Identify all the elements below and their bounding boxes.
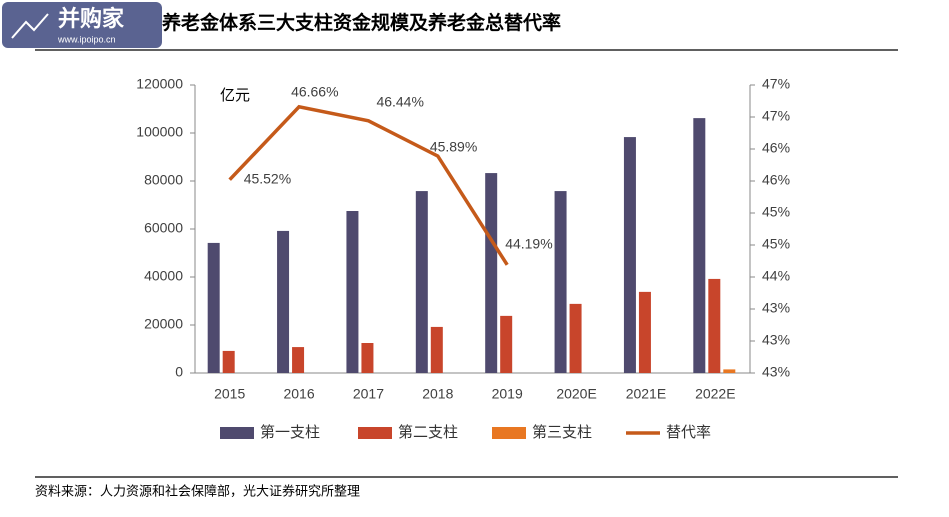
- data-label: 45.89%: [430, 139, 477, 155]
- legend-label: 第三支柱: [532, 423, 592, 441]
- y2-tick-label: 43%: [762, 332, 790, 348]
- bar: [485, 173, 498, 373]
- y-tick-label: 100000: [136, 124, 183, 140]
- x-tick-label: 2016: [283, 386, 314, 402]
- y-tick-label: 0: [175, 364, 183, 380]
- bar: [693, 118, 706, 374]
- data-label: 44.19%: [505, 236, 552, 252]
- legend-label: 替代率: [666, 424, 711, 441]
- x-tick-label: 2015: [214, 386, 245, 402]
- y2-tick-label: 47%: [762, 76, 790, 92]
- x-tick-label: 2020E: [556, 386, 596, 402]
- bar: [207, 242, 220, 373]
- data-label: 46.44%: [376, 94, 423, 110]
- line: [228, 104, 509, 266]
- legend-swatch: [220, 427, 254, 439]
- y2-tick-label: 45%: [762, 236, 790, 252]
- y-tick-label: 60000: [144, 220, 183, 236]
- y2-tick-label: 43%: [762, 364, 790, 380]
- x-tick-label: 2019: [492, 386, 523, 402]
- legend-swatch: [492, 427, 526, 439]
- x-tick-label: 2018: [422, 386, 453, 402]
- bar: [415, 191, 428, 373]
- legend-label: 第一支柱: [260, 423, 320, 441]
- x-tick-label: 2021E: [626, 386, 666, 402]
- bar: [708, 278, 721, 373]
- y-tick-label: 80000: [144, 172, 183, 188]
- bar: [292, 347, 305, 373]
- y-tick-label: 40000: [144, 268, 183, 284]
- legend-swatch: [358, 427, 392, 439]
- bar: [361, 343, 374, 373]
- legend-label: 第二支柱: [398, 423, 458, 441]
- bar: [430, 326, 443, 373]
- y2-tick-label: 47%: [762, 108, 790, 124]
- y2-tick-label: 46%: [762, 172, 790, 188]
- data-label: 45.52%: [244, 170, 291, 186]
- logo-name: 并购家: [58, 6, 125, 31]
- bar: [623, 137, 636, 373]
- logo: 并购家 www.ipoipo.cn: [2, 2, 162, 48]
- y2-tick-label: 46%: [762, 140, 790, 156]
- y-tick-label: 20000: [144, 316, 183, 332]
- bar: [277, 230, 290, 373]
- bar: [222, 350, 235, 373]
- y-axis-unit: 亿元: [220, 87, 250, 104]
- y2-tick-label: 44%: [762, 268, 790, 284]
- y2-tick-label: 43%: [762, 300, 790, 316]
- chart-title: 养老金体系三大支柱资金规模及养老金总替代率: [161, 11, 561, 34]
- bar: [346, 211, 359, 373]
- y2-tick-label: 45%: [762, 204, 790, 220]
- logo-box: [2, 2, 162, 48]
- logo-icon: [11, 13, 49, 39]
- y-tick-label: 120000: [136, 76, 183, 92]
- bar: [569, 303, 582, 373]
- bar: [723, 369, 736, 373]
- source-note: 资料来源：人力资源和社会保障部，光大证券研究所整理: [35, 483, 360, 498]
- bar: [554, 191, 567, 373]
- bar: [500, 315, 513, 373]
- data-label: 46.66%: [291, 83, 338, 99]
- x-tick-label: 2022E: [695, 386, 735, 402]
- x-tick-label: 2017: [353, 386, 384, 402]
- logo-url: www.ipoipo.cn: [57, 34, 116, 44]
- bar: [638, 291, 651, 373]
